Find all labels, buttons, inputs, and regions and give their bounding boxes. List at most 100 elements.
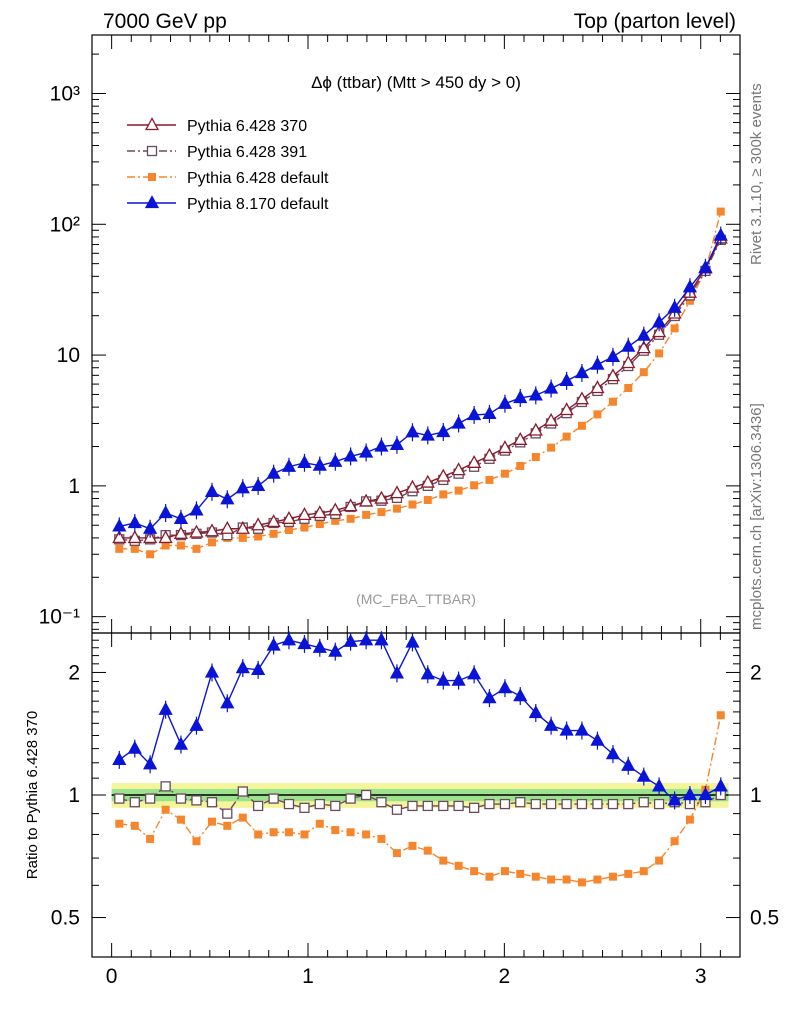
data-point [713,778,728,792]
data-point [254,532,263,541]
data-point [237,786,248,797]
data-point [482,406,497,420]
data-point [269,529,278,538]
data-point [266,514,281,528]
data-point [314,798,325,810]
data-point [392,849,401,858]
data-point [251,478,266,492]
data-point [158,701,173,715]
data-point [299,802,310,813]
data-point [513,390,528,404]
data-point [189,524,204,538]
data-point [192,544,201,553]
data-point [175,793,187,804]
data-point [127,530,142,544]
data-point [624,869,633,878]
data-point [220,695,235,709]
data-point [376,797,387,808]
data-point [130,544,139,553]
data-point [173,736,189,750]
header-left: 7000 GeV pp [103,10,227,33]
data-point [467,454,482,468]
data-point [235,660,250,674]
data-point [593,410,602,419]
data-point [343,633,358,647]
data-point [377,508,386,517]
data-point [608,397,617,406]
data-point [284,525,293,534]
data-point [143,756,158,770]
data-point [516,869,525,878]
x-tick-label: 3 [695,965,707,988]
x-tick-labels: 0 1 2 3 [106,965,707,988]
data-point [621,757,636,771]
series-line [119,715,722,884]
data-point [667,792,682,806]
data-point [115,544,124,553]
data-point [129,797,140,808]
ratio-y-tick-labels: 0.5 0.5 1 1 2 2 [51,661,779,929]
data-point [207,817,216,826]
data-point [143,520,158,534]
data-point [112,530,127,544]
data-point [331,826,340,835]
data-point [405,634,420,648]
data-point [266,637,281,651]
data-point [547,443,556,452]
data-point [112,751,127,765]
data-point [467,666,482,680]
data-point [328,502,343,516]
data-point [148,173,156,181]
header-right: Top (parton level) [574,10,736,33]
data-point [497,440,513,454]
data-point [144,117,160,131]
data-point [328,643,343,657]
data-point [346,514,355,523]
data-point [451,672,466,686]
data-point [312,505,327,519]
data-point [189,717,204,731]
data-point [467,407,482,421]
data-point [235,480,250,494]
data-point [639,368,648,377]
data-point [408,500,417,509]
data-point [636,327,651,341]
data-point [436,672,451,686]
series-line [119,239,722,542]
data-point [328,453,343,467]
data-point [254,830,263,839]
data-point [281,632,297,646]
main-panel: 10⁻¹ 1 10 10² 10³ Δϕ (ttbar) (Mtt > 450 dy >… [39,34,741,634]
data-point [574,391,590,405]
data-point [544,717,559,731]
data-point [482,690,497,704]
y-tick-label-right: 0.5 [750,907,779,930]
data-point [544,412,559,426]
series-line [118,639,722,802]
data-point [343,448,358,462]
data-point [590,356,605,370]
data-point [577,878,586,887]
data-point [682,787,698,801]
data-point [576,798,588,810]
data-point [513,431,528,445]
y-tick-label-right: 1 [750,784,762,807]
data-point [605,348,621,362]
data-point [251,517,266,531]
data-point [562,875,571,884]
x-tick-label: 2 [499,965,511,988]
data-point [436,468,451,482]
data-point [127,740,142,754]
data-point [389,485,405,499]
data-point [222,808,233,819]
data-point [130,821,139,830]
data-point [391,804,403,815]
data-point [315,520,324,529]
data-point [146,550,155,559]
data-point [528,387,543,401]
data-point [238,813,247,822]
data-point [513,688,528,702]
ratio-series [112,631,728,887]
data-point [158,505,173,519]
y-tick-label: 1 [68,475,80,498]
